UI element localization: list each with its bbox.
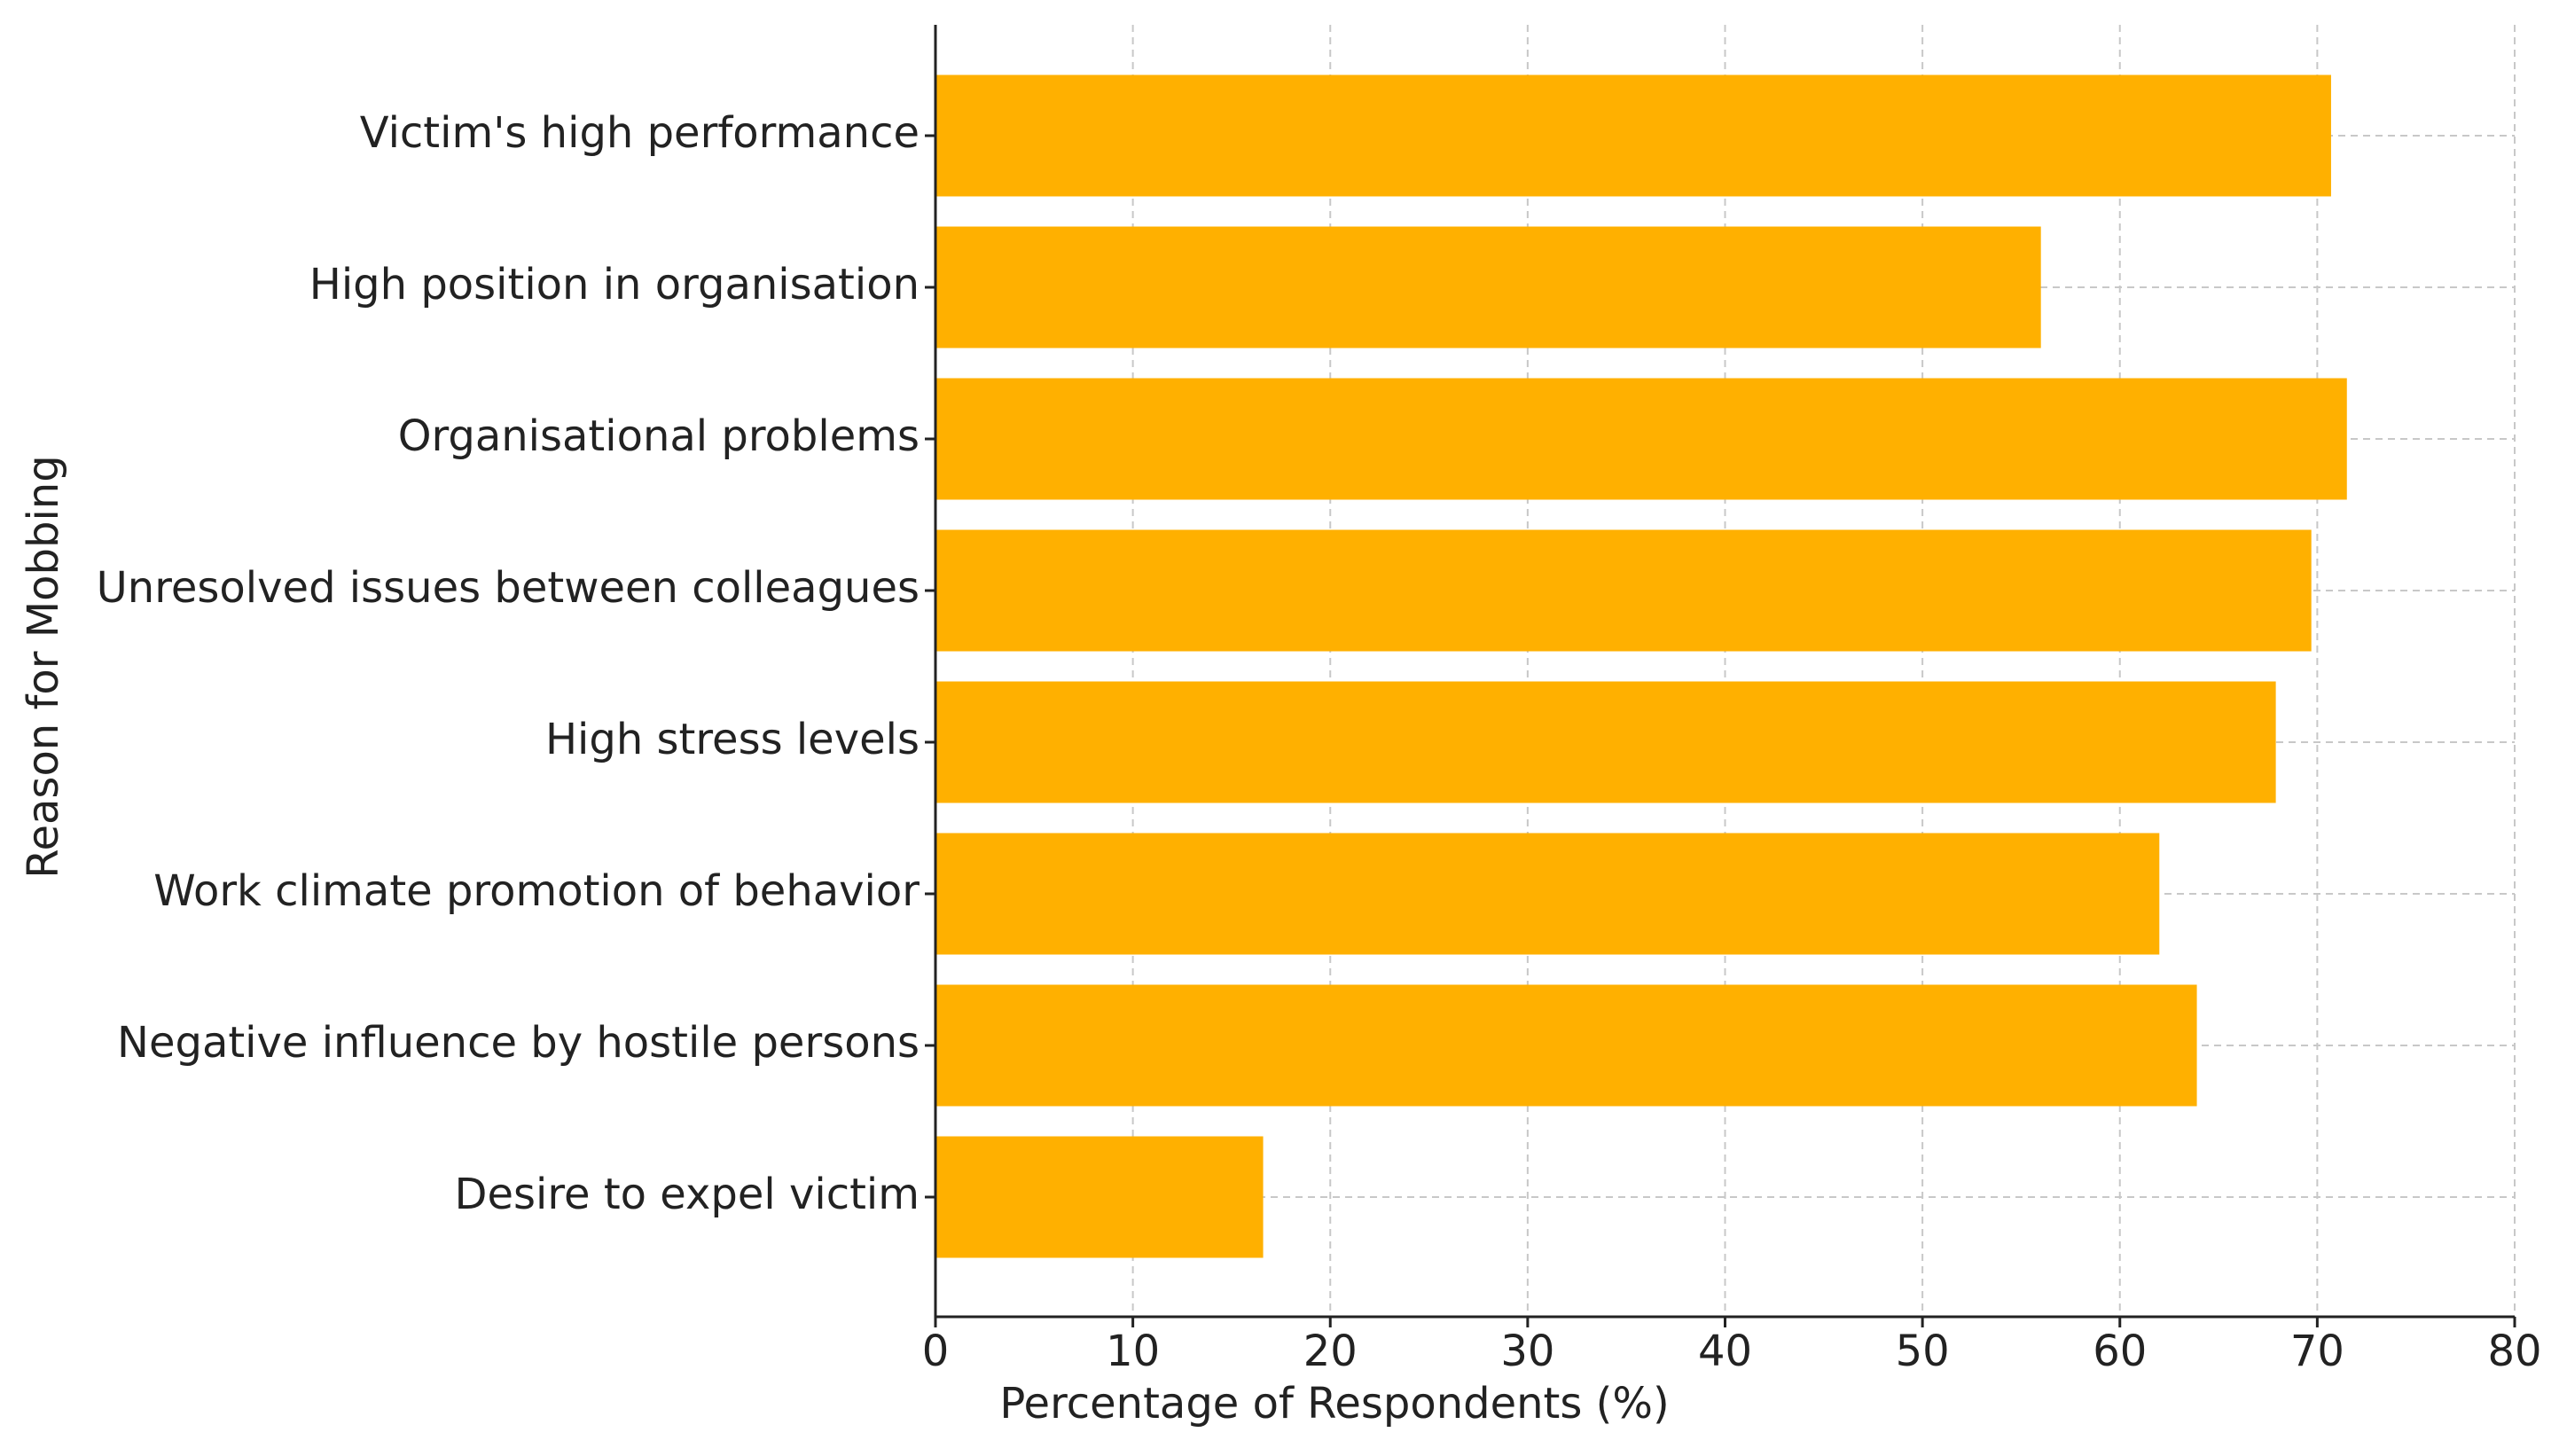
y-tick-label: High position in organisation [309, 260, 920, 309]
x-tick-label: 60 [2093, 1327, 2147, 1376]
x-tick-label: 30 [1500, 1327, 1554, 1376]
bar [935, 529, 2312, 652]
bar [935, 74, 2331, 197]
x-tick-label: 10 [1106, 1327, 1160, 1376]
y-tick-label: High stress levels [545, 715, 920, 764]
y-tick-label: Victim's high performance [360, 108, 920, 158]
bar [935, 984, 2197, 1107]
bar [935, 226, 2041, 348]
bar [935, 378, 2347, 500]
bar [935, 833, 2160, 955]
bar [935, 1136, 1264, 1258]
x-tick-label: 0 [922, 1327, 950, 1376]
x-axis-label: Percentage of Respondents (%) [999, 1379, 1669, 1429]
x-tick-label: 80 [2487, 1327, 2541, 1376]
y-axis-label: Reason for Mobbing [19, 455, 68, 878]
y-tick-label: Negative influence by hostile persons [117, 1018, 920, 1068]
y-tick-label: Organisational problems [398, 411, 920, 461]
x-tick-label: 50 [1896, 1327, 1950, 1376]
y-tick-label: Work climate promotion of behavior [153, 866, 920, 916]
x-tick-label: 70 [2290, 1327, 2344, 1376]
x-tick-label: 40 [1698, 1327, 1752, 1376]
x-tick-label: 20 [1303, 1327, 1358, 1376]
y-tick-label: Unresolved issues between colleagues [97, 563, 920, 613]
y-tick-label: Desire to expel victim [455, 1170, 920, 1219]
bar [935, 681, 2276, 803]
